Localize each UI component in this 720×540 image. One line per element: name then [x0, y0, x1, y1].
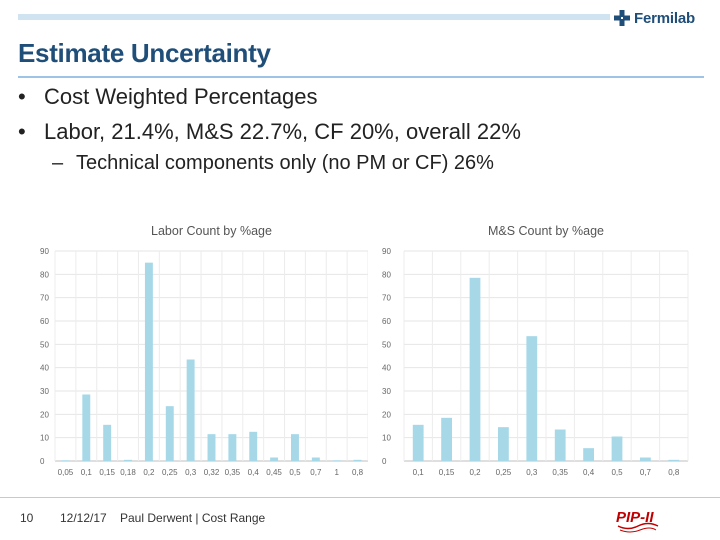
- bullet-dot: •: [18, 84, 26, 109]
- x-tick-label: 0,18: [120, 468, 136, 476]
- bar: [186, 359, 195, 461]
- x-tick-label: 0,1: [413, 468, 425, 476]
- fermilab-mark-icon: [614, 10, 630, 26]
- y-tick-label: 50: [382, 340, 391, 349]
- bar: [207, 434, 216, 461]
- x-tick-label: 0,35: [552, 468, 568, 476]
- page-number: 10: [20, 511, 34, 525]
- header-accent-bar: [18, 14, 610, 20]
- chart-title: Labor Count by %age: [151, 224, 272, 238]
- logo-text: Fermilab: [634, 9, 695, 27]
- chart-title: M&S Count by %age: [488, 224, 604, 238]
- x-tick-label: 0,8: [668, 468, 680, 476]
- footer-divider: [0, 497, 720, 498]
- ms-chart-svg: M&S Count by %age 0 10 20 30 40 50 60 70 80 90 0,1 0…: [382, 224, 689, 476]
- y-tick-label: 40: [382, 364, 391, 373]
- x-tick-label: 0,1: [81, 468, 93, 476]
- x-tick-label: 0,7: [310, 468, 322, 476]
- y-tick-label: 90: [40, 247, 49, 256]
- bar: [82, 394, 91, 461]
- labor-chart: Labor Count by %age 0 10 20 30 40 50 60 70 80 90 0,…: [28, 214, 368, 476]
- x-tick-label: 0,05: [58, 468, 74, 476]
- x-tick-label: 0,45: [266, 468, 282, 476]
- x-tick-label: 0,4: [583, 468, 595, 476]
- fermilab-logo: Fermilab: [614, 8, 695, 28]
- bar: [583, 448, 594, 461]
- bar: [61, 460, 70, 461]
- y-tick-label: 90: [382, 247, 391, 256]
- y-tick-label: 70: [40, 294, 49, 303]
- y-tick-label: 20: [382, 410, 391, 419]
- x-tick-label: 0,25: [496, 468, 512, 476]
- x-tick-label: 0,5: [611, 468, 623, 476]
- bar: [165, 406, 174, 461]
- y-tick-label: 70: [382, 294, 391, 303]
- bar: [270, 457, 279, 461]
- y-tick-label: 10: [40, 434, 49, 443]
- bar: [554, 429, 566, 461]
- bar: [228, 434, 237, 461]
- sub-bullet-dash: –: [52, 152, 64, 174]
- bar: [412, 424, 424, 461]
- bar: [291, 434, 299, 461]
- y-tick-label: 40: [40, 364, 49, 373]
- bullet-2: • Labor, 21.4%, M&S 22.7%, CF 20%, overal…: [18, 119, 521, 145]
- y-tick-label: 0: [382, 457, 387, 466]
- svg-text:PIP-II: PIP-II: [616, 509, 654, 526]
- sub-bullet: – Technical components only (no PM or CF)…: [52, 152, 494, 175]
- bar: [640, 457, 651, 461]
- x-tick-label: 0,4: [248, 468, 260, 476]
- bar: [611, 436, 623, 461]
- y-tick-label: 30: [382, 387, 391, 396]
- footer-date: 12/12/17: [60, 511, 107, 525]
- x-tick-label: 0,8: [352, 468, 364, 476]
- bar: [103, 424, 112, 461]
- x-tick-label: 0,5: [289, 468, 301, 476]
- footer-author: Paul Derwent | Cost Range: [120, 511, 266, 525]
- ms-chart: M&S Count by %age 0 10 20 30 40 50 60 70 80 90 0,1 0…: [378, 214, 698, 476]
- y-tick-label: 20: [40, 410, 49, 419]
- x-tick-label: 0,2: [469, 468, 481, 476]
- bar: [311, 457, 320, 461]
- bullet-text: Cost Weighted Percentages: [44, 84, 318, 109]
- y-tick-label: 0: [40, 457, 45, 466]
- x-tick-label: 0,7: [640, 468, 652, 476]
- bar: [668, 459, 680, 461]
- x-tick-label: 0,35: [225, 468, 241, 476]
- y-tick-label: 50: [40, 340, 49, 349]
- bullet-dot: •: [18, 119, 26, 144]
- y-tick-label: 30: [40, 387, 49, 396]
- y-tick-label: 80: [382, 270, 391, 279]
- x-tick-label: 0,2: [143, 468, 155, 476]
- y-tick-label: 80: [40, 270, 49, 279]
- bar: [526, 336, 538, 461]
- x-tick-label: 0,32: [204, 468, 220, 476]
- slide-title: Estimate Uncertainty: [18, 38, 271, 68]
- x-tick-label: 1: [334, 468, 339, 476]
- bullet-1: • Cost Weighted Percentages: [18, 84, 318, 110]
- y-tick-label: 60: [40, 317, 49, 326]
- x-tick-label: 0,15: [439, 468, 455, 476]
- bar: [498, 427, 509, 461]
- bar: [144, 262, 153, 461]
- bar: [332, 460, 341, 461]
- pip-ii-logo-mark: PIP-II: [616, 509, 659, 533]
- bar: [124, 459, 132, 461]
- title-divider: [18, 76, 704, 78]
- bar: [469, 277, 481, 461]
- bar: [353, 459, 362, 461]
- bar: [249, 431, 258, 461]
- y-tick-label: 10: [382, 434, 391, 443]
- x-tick-label: 0,15: [99, 468, 115, 476]
- pip-ii-logo: PIP-II: [614, 505, 662, 540]
- x-tick-label: 0,3: [526, 468, 538, 476]
- x-tick-label: 0,3: [185, 468, 197, 476]
- y-tick-label: 60: [382, 317, 391, 326]
- bar: [441, 417, 452, 461]
- x-tick-label: 0,25: [162, 468, 178, 476]
- bullet-text: Labor, 21.4%, M&S 22.7%, CF 20%, overall…: [44, 119, 521, 144]
- sub-bullet-text: Technical components only (no PM or CF) …: [76, 152, 494, 174]
- labor-chart-svg: Labor Count by %age 0 10 20 30 40 50 60 70 80 90 0,…: [40, 224, 368, 476]
